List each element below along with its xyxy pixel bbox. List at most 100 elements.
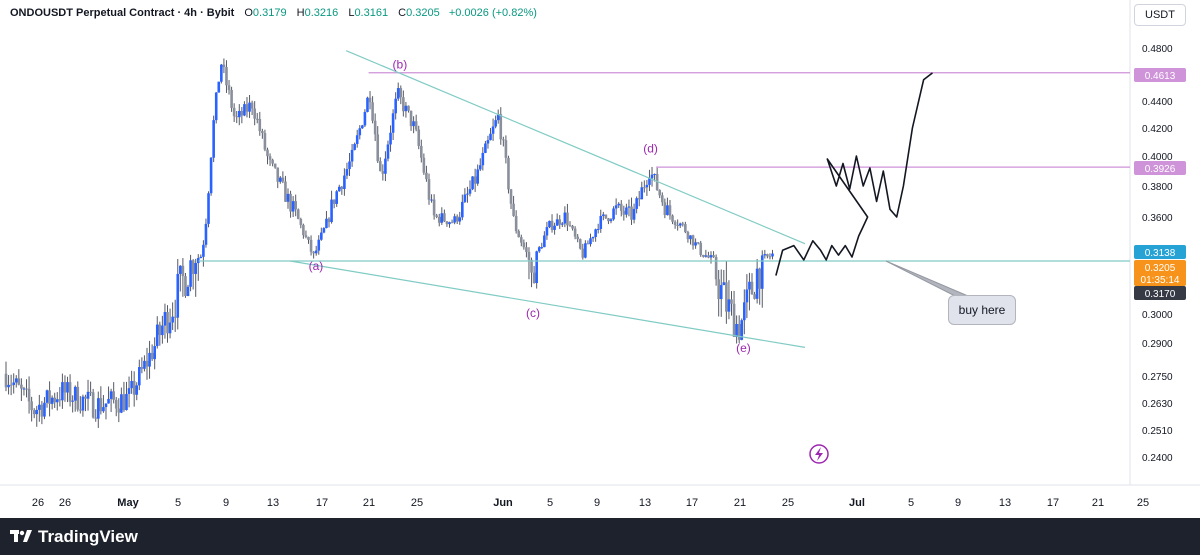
candle-body xyxy=(22,388,26,390)
time-tick-label: 13 xyxy=(999,497,1011,509)
candle-body xyxy=(555,219,559,226)
candle-body xyxy=(317,239,321,251)
candle-body xyxy=(130,380,133,389)
price-tick-label: 0.3600 xyxy=(1142,213,1173,224)
candle-body xyxy=(409,110,413,127)
candle-body xyxy=(519,237,523,243)
candle-body xyxy=(263,133,267,150)
candle-body xyxy=(722,282,726,286)
candle-body xyxy=(645,184,649,188)
candle-body xyxy=(327,218,331,223)
candle-body xyxy=(768,256,772,258)
candle-body xyxy=(532,272,536,284)
candle-body xyxy=(63,382,67,393)
candle-body xyxy=(637,198,641,200)
candle-body xyxy=(358,128,362,136)
candle-body xyxy=(266,149,269,157)
price-badge xyxy=(1134,272,1186,286)
tradingview-brand: TradingView xyxy=(38,527,138,546)
candle-body xyxy=(730,299,733,304)
candle-body xyxy=(696,242,700,244)
candle-body xyxy=(686,232,690,240)
candle-body xyxy=(179,265,182,274)
time-tick-label: 5 xyxy=(547,497,553,509)
candle-body xyxy=(27,388,31,402)
price-tick-label: 0.4000 xyxy=(1142,152,1173,163)
candle-body xyxy=(666,205,669,216)
candle-body xyxy=(422,157,426,173)
candle-body xyxy=(771,253,774,257)
candle-body xyxy=(712,255,715,258)
candle-body xyxy=(678,223,682,226)
callout-pointer xyxy=(885,260,969,297)
candle-body xyxy=(748,281,751,290)
candle-body xyxy=(304,235,308,237)
candle-body xyxy=(417,129,421,146)
candle-body xyxy=(325,218,328,229)
candle-body xyxy=(258,118,262,132)
candle-body xyxy=(489,133,492,141)
candle-body xyxy=(153,346,156,360)
candle-body xyxy=(196,257,200,264)
candle-body xyxy=(404,105,408,112)
candle-body xyxy=(440,213,444,223)
candle-body xyxy=(507,157,510,190)
candle-body xyxy=(614,205,618,209)
candle-body xyxy=(378,161,382,172)
candle-body xyxy=(599,215,603,229)
candle-body xyxy=(261,131,264,134)
candle-body xyxy=(543,235,546,248)
candle-body xyxy=(671,215,674,222)
price-badge xyxy=(1134,260,1186,274)
candle-body xyxy=(273,163,277,168)
candle-body xyxy=(217,81,221,93)
candle-body xyxy=(725,282,728,312)
price-badge xyxy=(1134,68,1186,82)
candle-body xyxy=(517,231,521,238)
candle-body xyxy=(714,257,718,280)
candle-body xyxy=(248,102,251,112)
candle-body xyxy=(635,198,638,209)
candle-body xyxy=(414,121,418,130)
time-tick-label: 5 xyxy=(908,497,914,509)
candle-body xyxy=(184,276,187,296)
candle-body xyxy=(719,285,723,300)
candle-body xyxy=(681,223,685,225)
candle-body xyxy=(302,224,305,236)
candle-body xyxy=(291,201,295,212)
candle-body xyxy=(573,228,577,237)
chart-area[interactable]: 0.4800 0.4400 0.4200 0.4000 0.3800 0.3600 0.30… xyxy=(0,0,1200,518)
candle-body xyxy=(232,107,236,117)
candle-body xyxy=(691,235,695,246)
candle-body xyxy=(445,221,449,225)
candle-body xyxy=(161,325,164,336)
price-tick-label: 0.4800 xyxy=(1142,44,1173,55)
candle-body xyxy=(420,145,423,158)
candle-body xyxy=(25,388,28,390)
price-chart[interactable]: 0.4800 0.4400 0.4200 0.4000 0.3800 0.3600 0.30… xyxy=(0,0,1200,518)
price-tick-label: 0.2510 xyxy=(1142,426,1173,437)
candle-body xyxy=(643,187,646,189)
candle-body xyxy=(286,193,290,202)
candle-body xyxy=(399,88,403,98)
candle-body xyxy=(527,251,531,260)
candle-body xyxy=(166,312,169,334)
time-tick-label: 17 xyxy=(316,497,328,509)
candle-body xyxy=(114,399,118,409)
low-key: L xyxy=(348,7,355,19)
time-tick-label: 21 xyxy=(734,497,746,509)
price-tick-label: 0.4200 xyxy=(1142,124,1173,135)
candle-body xyxy=(335,191,339,204)
candle-body xyxy=(122,394,126,411)
time-tick-label: Jul xyxy=(849,497,865,509)
candle-body xyxy=(491,126,495,134)
candle-body xyxy=(499,114,503,140)
candle-body xyxy=(214,92,218,121)
candle-body xyxy=(212,120,215,158)
candle-body xyxy=(496,114,500,121)
candle-body xyxy=(366,97,369,112)
time-tick-label: 13 xyxy=(267,497,279,509)
price-badge-label: 0.4613 xyxy=(1145,71,1176,82)
currency-button[interactable]: USDT xyxy=(1134,4,1186,26)
candle-body xyxy=(502,139,505,141)
